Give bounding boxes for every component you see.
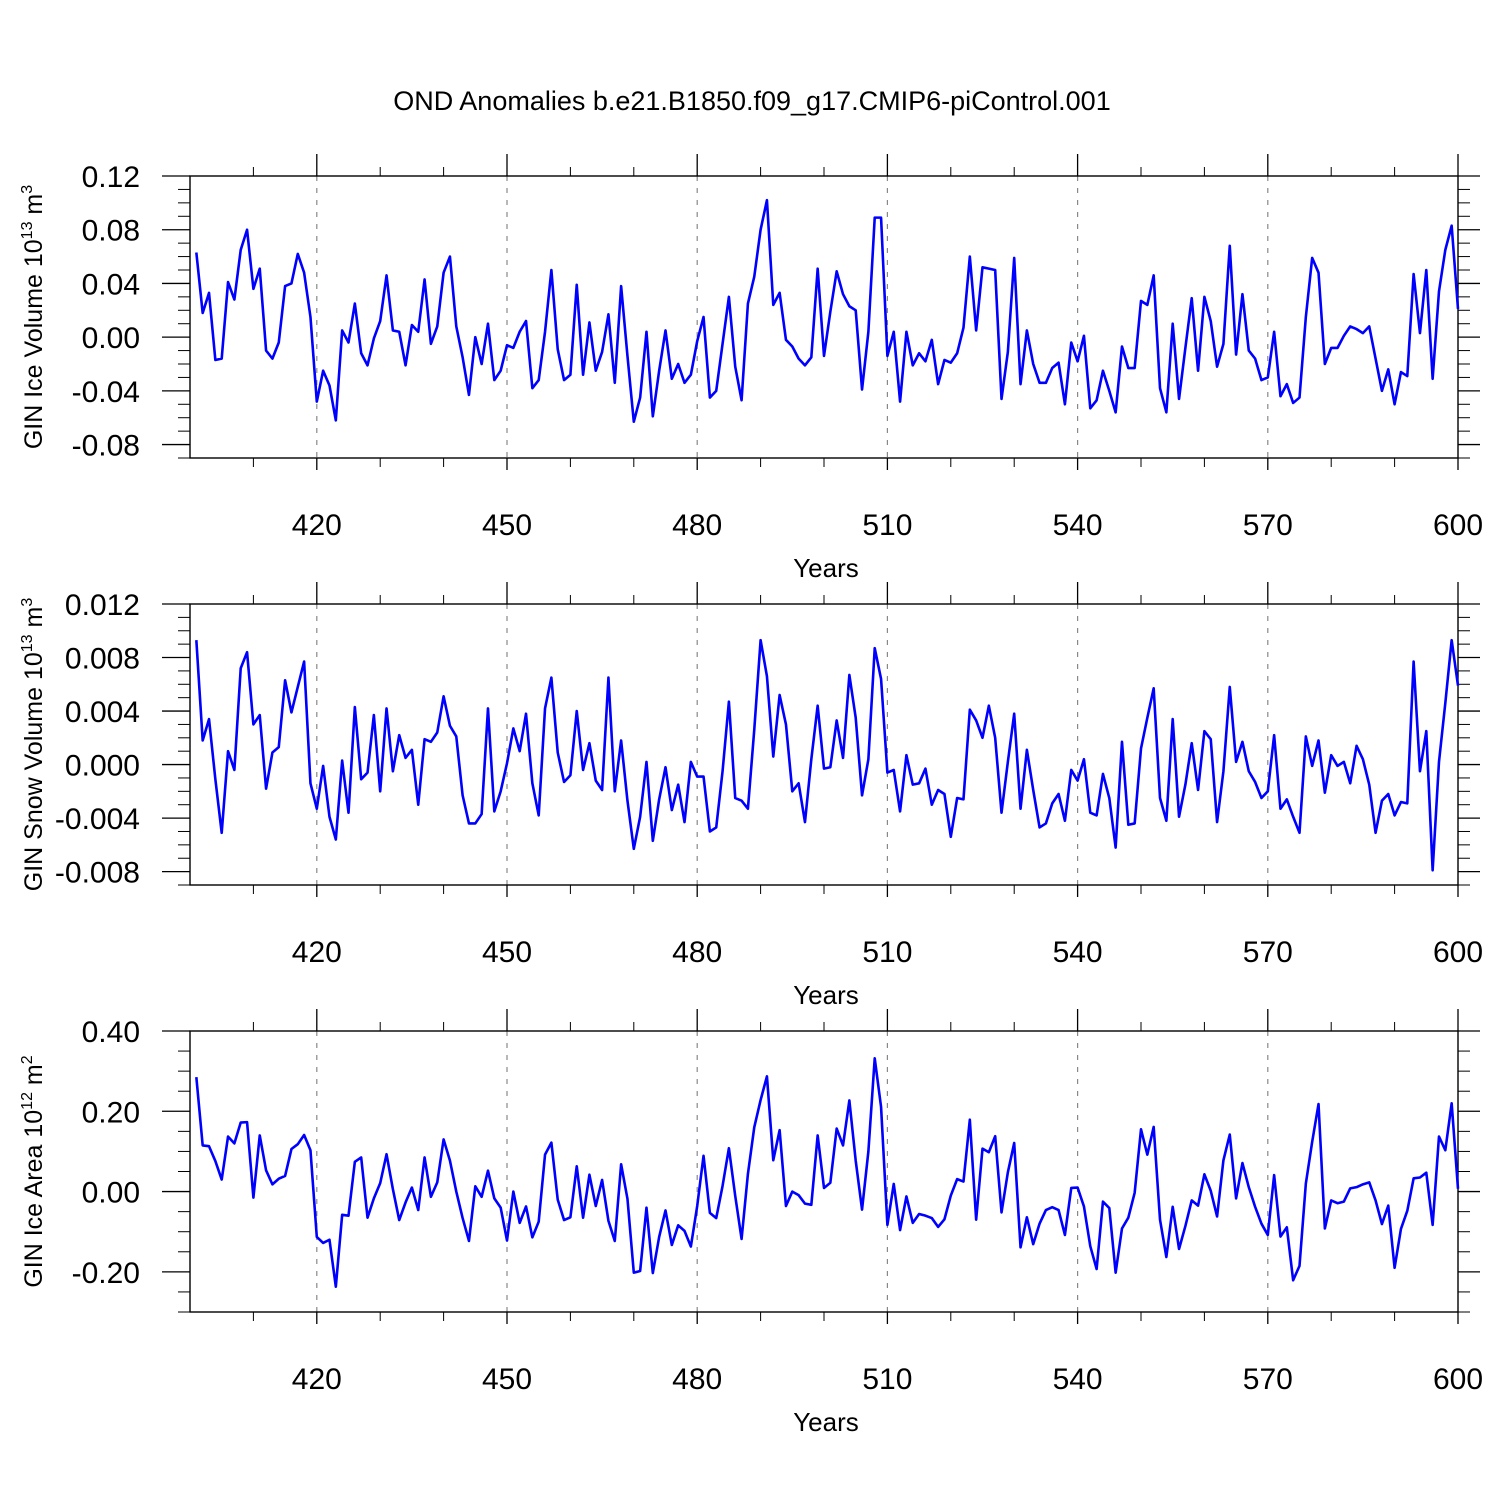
x-tick-label: 420 bbox=[292, 1363, 342, 1396]
y-axis-title-part: 13 bbox=[19, 221, 36, 239]
y-tick-label: -0.20 bbox=[72, 1257, 140, 1290]
x-tick-label: 540 bbox=[1053, 936, 1103, 969]
x-tick-label: 420 bbox=[292, 509, 342, 542]
x-tick-label: 450 bbox=[482, 1363, 532, 1396]
x-tick-label: 510 bbox=[862, 509, 912, 542]
y-axis-title-part: GIN Ice Volume bbox=[20, 267, 48, 449]
y-tick-label: 0.12 bbox=[82, 161, 140, 194]
chart-panel-1: 420 450 480 510 540 570 600 -0.08 -0.04 0.00 0.04 0… bbox=[19, 154, 1483, 583]
series-line bbox=[195, 198, 1460, 424]
y-tick-label: -0.004 bbox=[55, 803, 140, 836]
x-tick-label: 510 bbox=[862, 1363, 912, 1396]
y-axis-title-part: 12 bbox=[19, 1092, 36, 1110]
y-axis-title: GIN Ice Volume 1013 m3 bbox=[19, 185, 48, 449]
plot-frame bbox=[189, 603, 1459, 886]
chart-panel-3: 420 450 480 510 540 570 600 -0.20 0.00 0.20 0.40 Ye… bbox=[19, 1009, 1483, 1437]
x-axis-title: Years bbox=[793, 553, 859, 583]
x-tick-label: 600 bbox=[1433, 1363, 1483, 1396]
x-tick-label: 450 bbox=[482, 936, 532, 969]
panels: 420 450 480 510 540 570 600 -0.08 -0.04 0.00 0.04 0… bbox=[19, 154, 1483, 1437]
y-tick-label: 0.40 bbox=[82, 1016, 140, 1049]
x-tick-label: 570 bbox=[1243, 1363, 1293, 1396]
x-tick-label: 450 bbox=[482, 509, 532, 542]
y-tick-label: -0.04 bbox=[72, 376, 140, 409]
y-tick-label: 0.008 bbox=[65, 643, 140, 676]
y-axis-title-part: 3 bbox=[19, 185, 36, 194]
y-tick-label: -0.08 bbox=[72, 430, 140, 463]
x-axis-title: Years bbox=[793, 1407, 859, 1437]
x-tick-label: 600 bbox=[1433, 509, 1483, 542]
x-tick-label: 540 bbox=[1053, 509, 1103, 542]
y-tick-label: 0.04 bbox=[82, 268, 140, 301]
x-tick-label: 480 bbox=[672, 509, 722, 542]
y-axis-title: GIN Ice Area 1012 m2 bbox=[19, 1055, 48, 1287]
x-axis-title: Years bbox=[793, 980, 859, 1010]
y-axis-title-part: 3 bbox=[19, 598, 36, 607]
y-axis-title: GIN Snow Volume 1013 m3 bbox=[19, 598, 48, 892]
y-tick-label: 0.012 bbox=[65, 589, 140, 622]
x-tick-label: 540 bbox=[1053, 1363, 1103, 1396]
x-tick-label: 570 bbox=[1243, 936, 1293, 969]
y-axis-title-part: GIN Snow Volume bbox=[20, 680, 48, 891]
y-tick-label: -0.008 bbox=[55, 857, 140, 890]
figure-title: OND Anomalies b.e21.B1850.f09_g17.CMIP6-… bbox=[393, 86, 1110, 116]
plot-frame bbox=[189, 1030, 1459, 1313]
x-tick-label: 600 bbox=[1433, 936, 1483, 969]
y-axis-title-part: 10 bbox=[20, 239, 48, 267]
y-tick-label: 0.00 bbox=[82, 322, 140, 355]
y-axis-title-part: m bbox=[20, 194, 48, 222]
x-tick-label: 570 bbox=[1243, 509, 1293, 542]
y-axis-title-part: 2 bbox=[19, 1055, 36, 1064]
series-line bbox=[195, 1057, 1460, 1289]
y-tick-label: 0.000 bbox=[65, 750, 140, 783]
y-axis-title-part: GIN Ice Area bbox=[20, 1138, 48, 1288]
series-line bbox=[195, 638, 1460, 872]
x-tick-label: 480 bbox=[672, 1363, 722, 1396]
y-axis-title-part: m bbox=[20, 607, 48, 635]
y-tick-label: 0.20 bbox=[82, 1096, 140, 1129]
y-axis-title-part: 13 bbox=[19, 634, 36, 652]
y-tick-label: 0.00 bbox=[82, 1177, 140, 1210]
y-axis-title-part: 10 bbox=[20, 652, 48, 680]
y-axis-title-part: m bbox=[20, 1064, 48, 1092]
y-axis-title-part: 10 bbox=[20, 1110, 48, 1138]
x-tick-label: 420 bbox=[292, 936, 342, 969]
y-tick-label: 0.004 bbox=[65, 696, 140, 729]
chart-panel-2: 420 450 480 510 540 570 600 -0.008 -0.004 0.000 0.… bbox=[19, 582, 1483, 1010]
y-tick-label: 0.08 bbox=[82, 215, 140, 248]
x-tick-label: 480 bbox=[672, 936, 722, 969]
x-tick-label: 510 bbox=[862, 936, 912, 969]
